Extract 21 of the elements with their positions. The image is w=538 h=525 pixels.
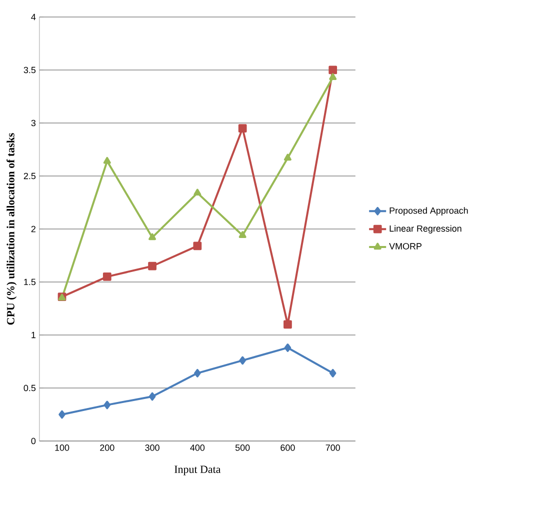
x-tick-label: 300 <box>145 444 160 451</box>
y-tick-label: 4 <box>31 14 36 20</box>
y-tick-label: 1 <box>32 332 36 338</box>
x-tick-label: 700 <box>326 444 340 451</box>
x-tick-label: 500 <box>235 444 250 451</box>
y-tick-label: 3.5 <box>24 66 36 74</box>
legend-label: VMORP <box>389 243 422 250</box>
x-tick-label: 200 <box>100 444 114 451</box>
x-tick-label: 400 <box>190 444 205 451</box>
y-axis-title: CPU (%) utilization in allocation of tasks <box>6 133 17 325</box>
x-tick-label: 100 <box>55 444 70 451</box>
y-tick-label: 0 <box>31 438 36 444</box>
y-tick-label: 1.5 <box>24 278 36 286</box>
y-tick-label: 0.5 <box>24 384 36 392</box>
y-tick-label: 2 <box>31 226 36 232</box>
x-axis-title: Input Data <box>174 466 221 476</box>
legend-label: Linear Regression <box>390 225 462 234</box>
y-tick-label: 2.5 <box>24 172 36 180</box>
y-tick-label: 3 <box>31 120 36 126</box>
x-tick-label: 600 <box>280 444 295 451</box>
legend-label: Proposed Approach <box>390 207 468 216</box>
